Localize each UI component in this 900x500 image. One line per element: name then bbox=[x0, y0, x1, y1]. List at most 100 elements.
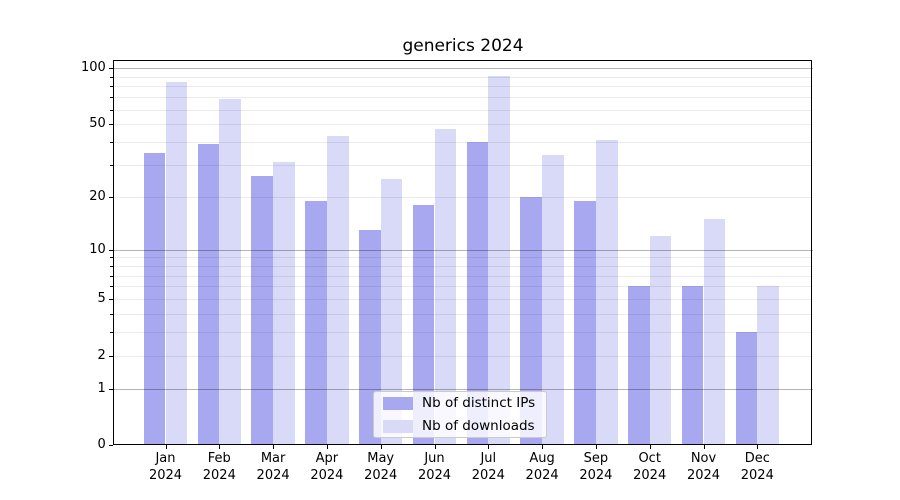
legend-swatch-distinct-ips bbox=[383, 396, 413, 410]
gridline-minor bbox=[113, 332, 813, 334]
y-tick-minor bbox=[110, 97, 113, 99]
x-tick bbox=[273, 445, 275, 449]
x-tick-label: May 2024 bbox=[364, 451, 398, 483]
y-tick-minor bbox=[110, 299, 113, 301]
y-tick bbox=[108, 68, 113, 70]
gridline-minor bbox=[113, 257, 813, 259]
legend-swatch-downloads bbox=[383, 419, 413, 433]
y-tick-label: 20 bbox=[89, 188, 106, 204]
gridline-minor bbox=[113, 299, 813, 301]
y-tick-minor bbox=[110, 313, 113, 315]
legend-label: Nb of downloads bbox=[422, 418, 535, 434]
y-tick-minor bbox=[110, 286, 113, 288]
chart-title: generics 2024 bbox=[402, 36, 524, 56]
legend-item: Nb of downloads bbox=[383, 418, 537, 434]
y-tick-label: 5 bbox=[97, 291, 106, 307]
gridline-minor bbox=[113, 313, 813, 315]
y-tick-label: 100 bbox=[80, 60, 106, 76]
gridline-minor bbox=[113, 196, 813, 198]
x-tick bbox=[649, 445, 651, 449]
x-tick-label: Aug 2024 bbox=[525, 451, 559, 483]
bar-distinct-ips bbox=[735, 332, 758, 445]
bar-downloads bbox=[434, 129, 457, 445]
gridline-minor bbox=[113, 355, 813, 357]
x-tick-label: Oct 2024 bbox=[633, 451, 667, 483]
x-tick-label: Jul 2024 bbox=[471, 451, 505, 483]
bar-downloads bbox=[488, 75, 511, 445]
gridline-minor bbox=[113, 275, 813, 277]
gridline-minor bbox=[113, 164, 813, 166]
bar-downloads bbox=[703, 218, 726, 445]
bar-distinct-ips bbox=[681, 286, 704, 445]
bar-distinct-ips bbox=[412, 204, 435, 445]
legend: Nb of distinct IPs Nb of downloads bbox=[373, 391, 547, 438]
bar-distinct-ips bbox=[358, 229, 381, 445]
bar-distinct-ips bbox=[466, 141, 489, 445]
bar-downloads bbox=[380, 179, 403, 445]
y-tick-minor bbox=[110, 257, 113, 259]
x-tick bbox=[219, 445, 221, 449]
bar-distinct-ips bbox=[143, 152, 166, 445]
x-tick-label: Nov 2024 bbox=[686, 451, 721, 483]
bar-downloads bbox=[219, 99, 242, 445]
gridline-minor bbox=[113, 141, 813, 143]
gridline-minor bbox=[113, 76, 813, 78]
legend-label: Nb of distinct IPs bbox=[422, 395, 536, 411]
gridline-minor bbox=[113, 286, 813, 288]
y-tick-minor bbox=[110, 164, 113, 166]
y-tick-minor bbox=[110, 86, 113, 88]
x-tick bbox=[326, 445, 328, 449]
x-tick bbox=[434, 445, 436, 449]
x-tick-label: Mar 2024 bbox=[256, 451, 290, 483]
x-tick bbox=[757, 445, 759, 449]
bar-downloads bbox=[757, 286, 780, 445]
bar-downloads bbox=[326, 136, 349, 445]
y-tick-label: 1 bbox=[97, 380, 106, 396]
x-tick-label: Jan 2024 bbox=[148, 451, 183, 483]
x-tick bbox=[703, 445, 705, 449]
x-tick-label: Sep 2024 bbox=[579, 451, 613, 483]
legend-item: Nb of distinct IPs bbox=[383, 395, 537, 411]
bar-distinct-ips bbox=[197, 144, 220, 445]
x-tick-label: Dec 2024 bbox=[740, 451, 774, 483]
bar-distinct-ips bbox=[305, 200, 327, 445]
x-tick-label: Apr 2024 bbox=[310, 451, 344, 483]
y-tick-label: 2 bbox=[97, 347, 106, 363]
bar-distinct-ips bbox=[574, 200, 596, 445]
x-tick-label: Feb 2024 bbox=[202, 451, 236, 483]
y-tick-minor bbox=[110, 196, 113, 198]
y-tick-minor bbox=[110, 265, 113, 267]
bar-downloads bbox=[595, 140, 618, 445]
gridline-minor bbox=[113, 265, 813, 267]
y-tick bbox=[108, 249, 113, 251]
x-tick-label: Jun 2024 bbox=[417, 451, 452, 483]
bar-distinct-ips bbox=[520, 196, 543, 445]
gridline-major bbox=[113, 68, 813, 70]
y-tick bbox=[108, 444, 113, 446]
y-tick-label: 0 bbox=[97, 436, 106, 452]
gridline-minor bbox=[113, 109, 813, 111]
x-tick bbox=[595, 445, 597, 449]
gridline-minor bbox=[113, 97, 813, 99]
gridline-minor bbox=[113, 86, 813, 88]
bar-downloads bbox=[165, 82, 188, 445]
y-tick-minor bbox=[110, 355, 113, 357]
bar-distinct-ips bbox=[627, 286, 650, 445]
y-tick-minor bbox=[110, 275, 113, 277]
y-tick-label: 10 bbox=[89, 241, 106, 257]
x-tick bbox=[165, 445, 167, 449]
bar-downloads bbox=[273, 162, 295, 445]
y-tick bbox=[108, 388, 113, 390]
y-tick-minor bbox=[110, 332, 113, 334]
y-tick-minor bbox=[110, 141, 113, 143]
y-tick-label: 50 bbox=[89, 116, 106, 132]
bar-downloads bbox=[649, 235, 672, 445]
gridline-minor bbox=[113, 124, 813, 126]
bar-distinct-ips bbox=[251, 176, 274, 445]
x-tick bbox=[542, 445, 544, 449]
x-tick bbox=[488, 445, 490, 449]
y-tick-minor bbox=[110, 124, 113, 126]
x-tick bbox=[380, 445, 382, 449]
gridline-major bbox=[113, 249, 813, 251]
